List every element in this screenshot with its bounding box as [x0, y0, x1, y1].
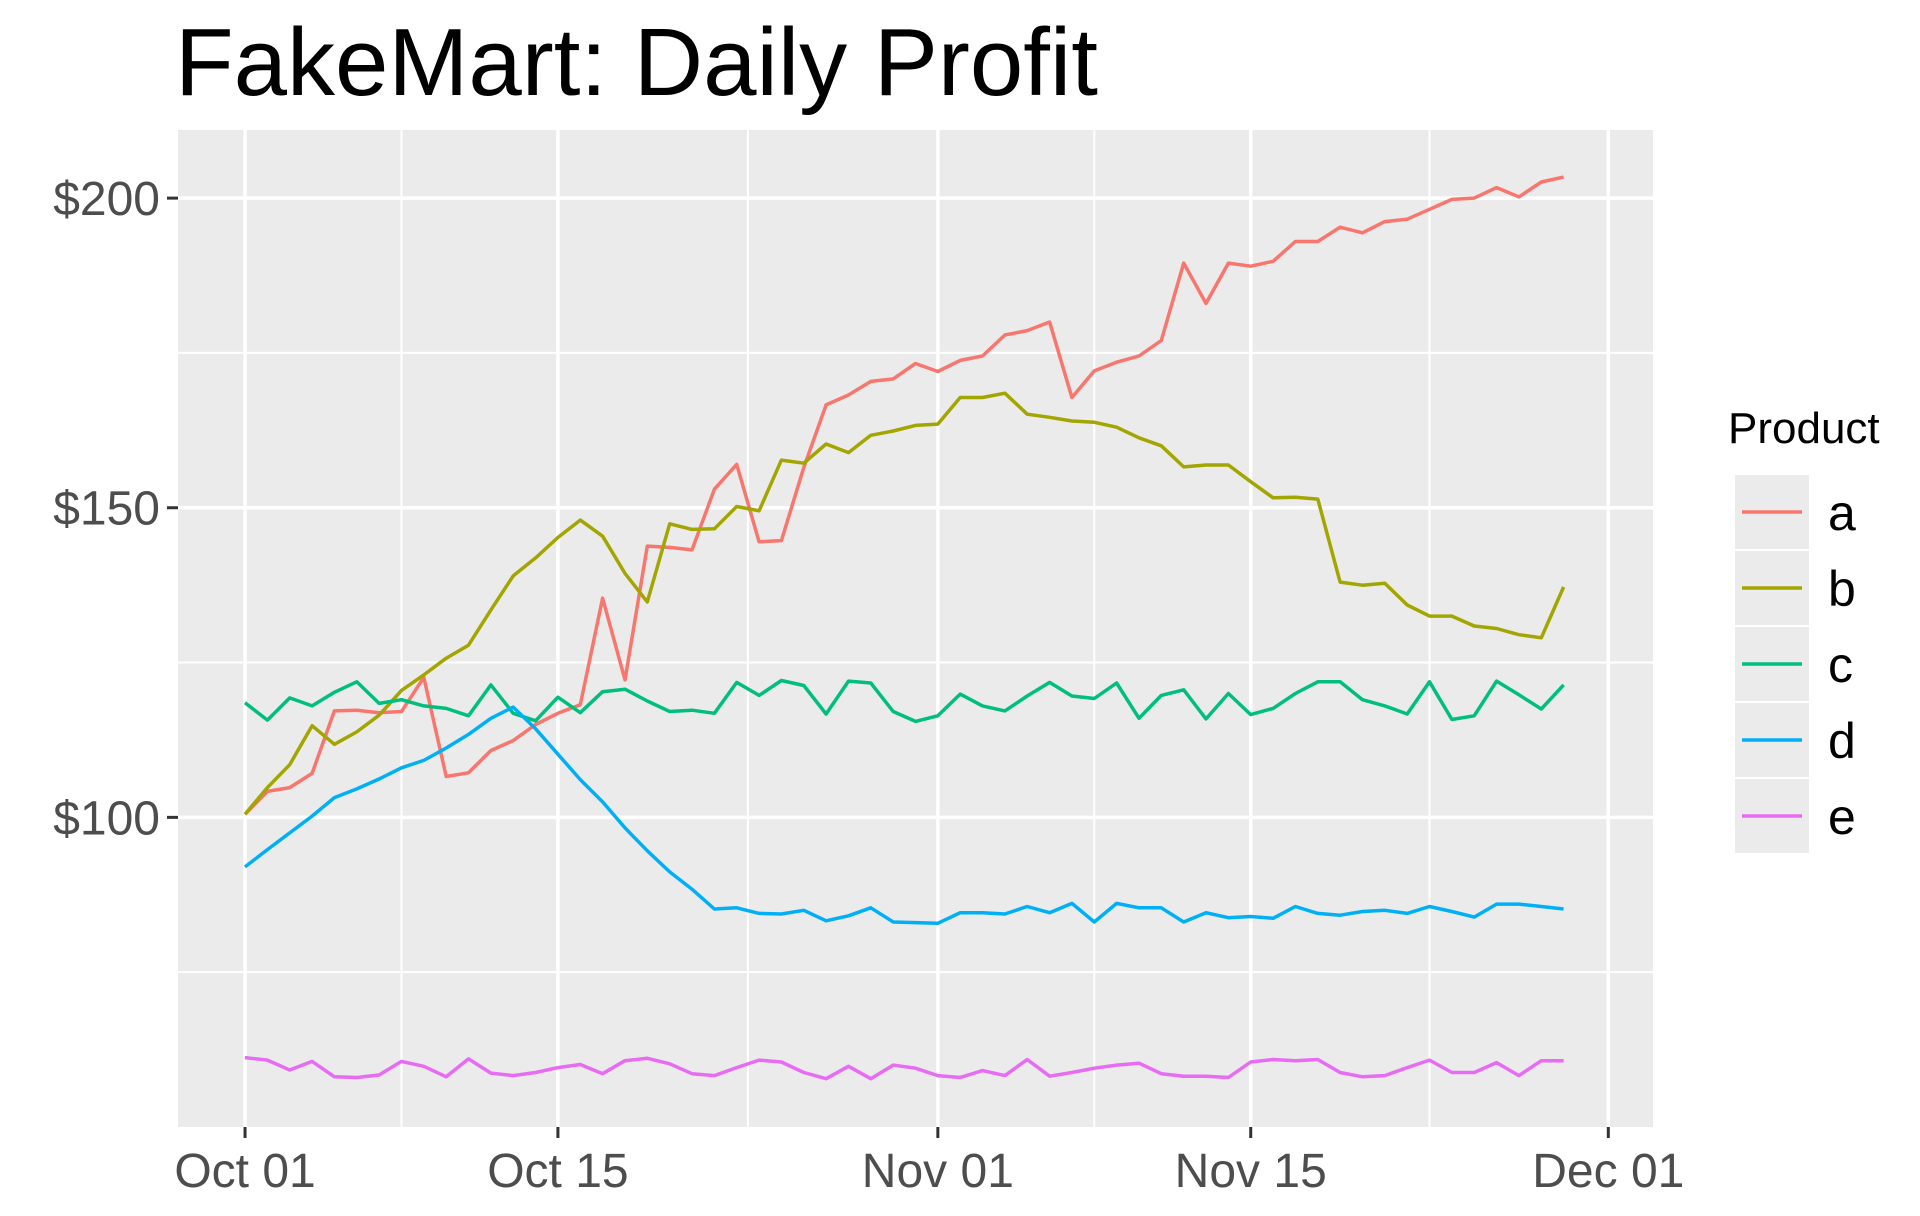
major-gridlines — [178, 130, 1653, 1127]
plot-panel — [178, 130, 1653, 1127]
y-tick-label: $150 — [53, 483, 160, 536]
legend-title: Product — [1728, 404, 1880, 453]
y-axis: $100 $150 $200 — [53, 173, 178, 845]
legend-label: b — [1828, 561, 1856, 617]
x-tick-label: Dec 01 — [1532, 1145, 1684, 1198]
series-line-b — [243, 391, 1566, 816]
x-tick-label: Oct 15 — [487, 1145, 628, 1198]
legend-item-a: a — [1733, 473, 1856, 551]
series-line-a — [243, 175, 1564, 816]
series-line-e — [244, 1055, 1564, 1081]
minor-gridlines — [178, 130, 1653, 1127]
y-tick-label: $200 — [53, 173, 160, 226]
x-tick-label: Nov 01 — [862, 1145, 1014, 1198]
series-line-c — [243, 678, 1565, 724]
legend-item-b: b — [1733, 549, 1856, 627]
series-lines — [243, 175, 1566, 1081]
legend-label: c — [1828, 637, 1853, 693]
legend-label: d — [1828, 713, 1856, 769]
legend-item-d: d — [1733, 701, 1856, 779]
y-tick-label: $100 — [53, 792, 160, 845]
series-line-d — [243, 705, 1564, 926]
legend-label: e — [1828, 789, 1856, 845]
legend-item-e: e — [1733, 777, 1856, 855]
x-tick-label: Oct 01 — [174, 1145, 315, 1198]
legend-item-c: c — [1733, 625, 1853, 703]
x-tick-label: Nov 15 — [1175, 1145, 1327, 1198]
chart-title: FakeMart: Daily Profit — [175, 9, 1098, 116]
x-axis: Oct 01 Oct 15 Nov 01 Nov 15 Dec 01 — [174, 1127, 1684, 1198]
legend-label: a — [1828, 485, 1856, 541]
